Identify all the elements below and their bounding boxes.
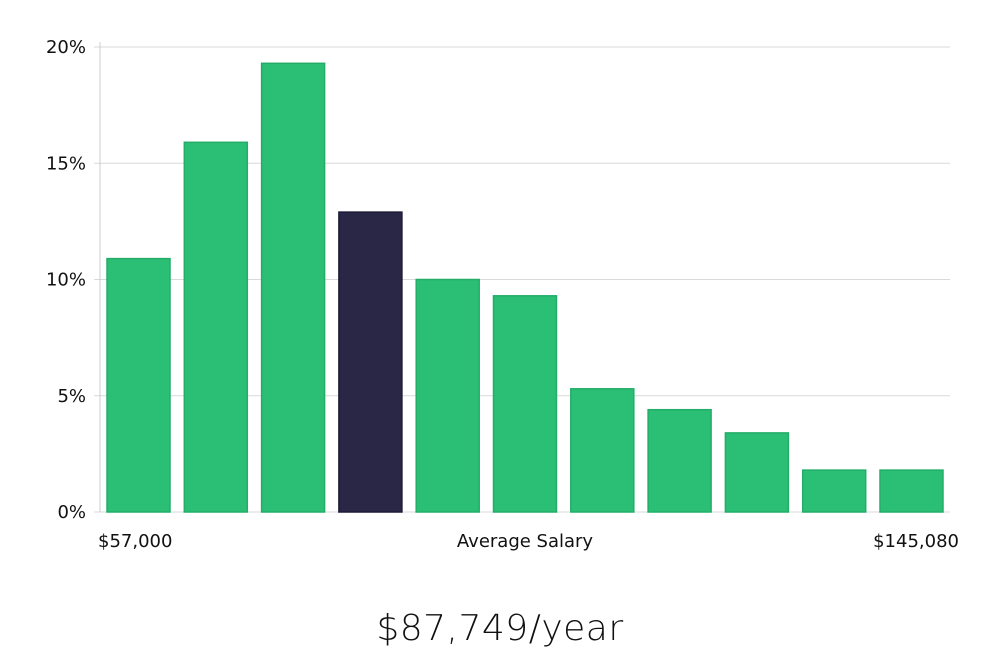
average-salary-value: $87,749/year: [376, 608, 624, 649]
bar: [183, 141, 249, 513]
y-tick-label: 10%: [46, 270, 86, 291]
bar: [647, 408, 712, 513]
salary-histogram-chart: 0% 5% 10% 15% 20% $57,000 Average Salary $14…: [46, 37, 959, 552]
bar: [106, 257, 171, 513]
bar: [879, 469, 944, 513]
x-axis: $57,000 Average Salary $145,080: [98, 531, 959, 552]
bars: [106, 62, 944, 513]
x-axis-title: Average Salary: [457, 531, 594, 552]
bar: [492, 295, 558, 513]
y-tick-label: 5%: [57, 386, 86, 407]
x-min-label: $57,000: [98, 531, 172, 552]
bar: [260, 62, 326, 513]
y-tick-label: 15%: [46, 153, 86, 174]
y-axis: 0% 5% 10% 15% 20%: [46, 37, 101, 523]
bar-highlighted: [338, 211, 403, 513]
y-tick-label: 0%: [57, 502, 86, 523]
bar: [415, 278, 480, 513]
bar: [724, 432, 790, 513]
bar: [570, 388, 635, 513]
x-max-label: $145,080: [873, 531, 959, 552]
y-tick-label: 20%: [46, 37, 86, 58]
bar: [801, 469, 867, 513]
